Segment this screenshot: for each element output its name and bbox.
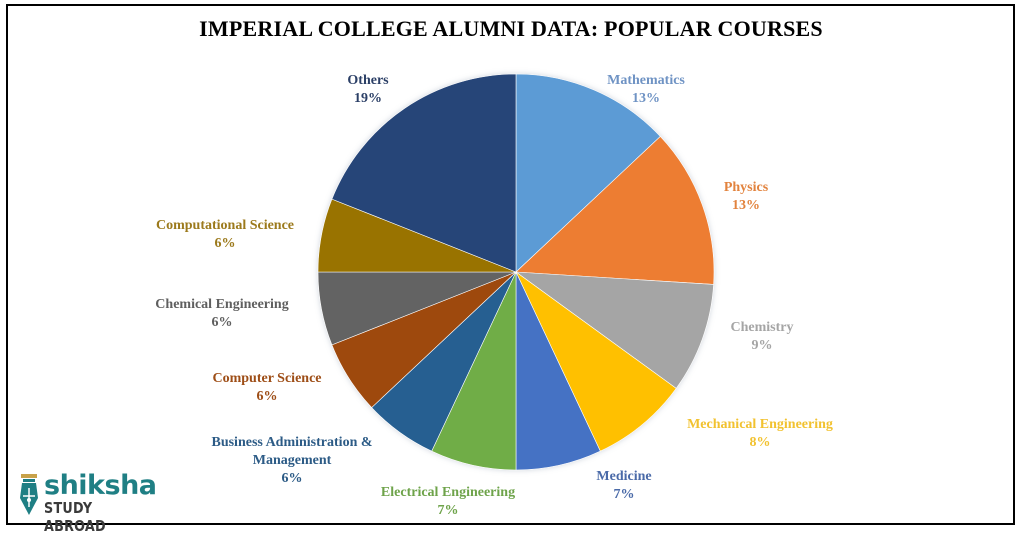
label-business-administration-value: 6% xyxy=(281,471,303,486)
label-others: Others 19% xyxy=(347,72,388,108)
label-computer-science-value: 6% xyxy=(256,389,278,404)
label-chemistry: Chemistry 9% xyxy=(731,319,794,355)
pen-nib-icon xyxy=(20,474,38,515)
label-medicine: Medicine 7% xyxy=(596,468,651,504)
label-computer-science-name: Computer Science xyxy=(212,371,322,386)
label-business-administration: Business Administration & Management 6% xyxy=(211,434,372,488)
label-electrical-engineering-name: Electrical Engineering xyxy=(380,485,516,500)
label-medicine-name: Medicine xyxy=(596,469,652,484)
label-chemical-engineering: Chemical Engineering 6% xyxy=(155,296,288,332)
label-mathematics-name: Mathematics xyxy=(607,73,685,88)
label-electrical-engineering: Electrical Engineering 7% xyxy=(381,484,515,520)
label-chemical-engineering-value: 6% xyxy=(211,315,233,330)
label-business-administration-line1: Business Administration & xyxy=(211,435,373,450)
label-mechanical-engineering-name: Mechanical Engineering xyxy=(687,417,833,432)
label-medicine-value: 7% xyxy=(613,487,635,502)
pie-slice-chemistry xyxy=(514,271,714,389)
label-chemical-engineering-name: Chemical Engineering xyxy=(155,297,289,312)
label-mechanical-engineering-value: 8% xyxy=(749,435,771,450)
pie-slice-mathematics xyxy=(515,73,661,273)
label-mechanical-engineering: Mechanical Engineering 8% xyxy=(687,416,833,452)
label-computational-science-value: 6% xyxy=(214,236,236,251)
label-physics-value: 13% xyxy=(732,198,760,213)
logo-brand-text: shiksha xyxy=(44,470,157,501)
label-chemistry-value: 9% xyxy=(751,338,773,353)
label-electrical-engineering-value: 7% xyxy=(437,503,459,518)
pie-slice-mechanical-engineering xyxy=(515,271,677,452)
pie-slice-others xyxy=(331,73,517,273)
label-business-administration-line2: Management xyxy=(252,453,332,468)
shiksha-logo: shiksha STUDY ABROAD xyxy=(16,470,166,535)
label-physics: Physics 13% xyxy=(724,179,768,215)
label-computational-science: Computational Science 6% xyxy=(156,217,294,253)
label-physics-name: Physics xyxy=(723,180,769,195)
chart-title: IMPERIAL COLLEGE ALUMNI DATA: POPULAR CO… xyxy=(199,16,823,41)
logo-tagline: STUDY ABROAD xyxy=(44,499,106,535)
label-others-name: Others xyxy=(347,73,389,88)
label-computational-science-name: Computational Science xyxy=(155,218,295,233)
label-mathematics: Mathematics 13% xyxy=(607,72,685,108)
pie-slice-physics xyxy=(515,136,715,285)
label-others-value: 19% xyxy=(354,91,382,106)
label-mathematics-value: 13% xyxy=(631,91,660,106)
label-computer-science: Computer Science 6% xyxy=(213,370,322,406)
label-chemistry-name: Chemistry xyxy=(730,320,794,335)
